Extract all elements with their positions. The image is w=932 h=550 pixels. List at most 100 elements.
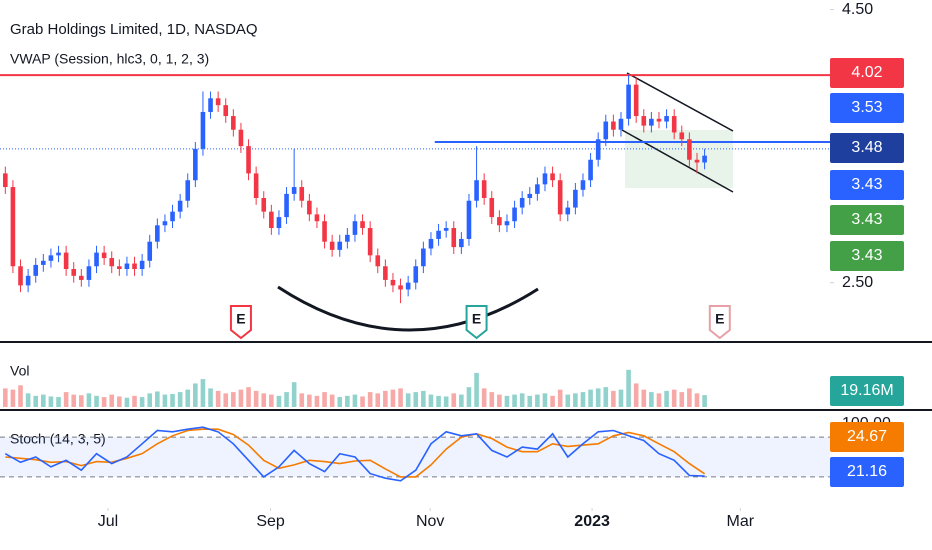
volume-bar [208, 388, 213, 407]
candle-body [649, 118, 654, 126]
candle-body [694, 159, 700, 163]
candle-body [367, 228, 373, 256]
volume-bar [679, 392, 685, 407]
candle-body [474, 180, 479, 201]
candle-body [25, 275, 31, 286]
volume-bar [504, 395, 510, 407]
volume-bar [322, 392, 327, 407]
volume-bar [459, 394, 464, 407]
candle-body [269, 211, 274, 229]
volume-bar [443, 396, 449, 407]
candle-body [33, 264, 39, 276]
volume-bar [481, 388, 487, 407]
volume-bar [291, 382, 297, 407]
volume-bar [618, 389, 624, 407]
candle-body [314, 214, 320, 222]
candle-body [337, 241, 343, 250]
candle-body [383, 266, 388, 280]
candle-body [63, 252, 69, 269]
candle-body [603, 121, 609, 140]
volume-bar [185, 389, 191, 407]
candle-body [481, 180, 487, 198]
volume-bar [48, 396, 54, 407]
candle-body [489, 197, 495, 218]
candle-body [124, 263, 130, 269]
volume-bar [527, 395, 533, 407]
earnings-label: E [236, 311, 245, 327]
candle-body [238, 129, 244, 147]
candle-body [671, 116, 677, 133]
price-label-bg [830, 170, 904, 200]
volume-bar [383, 390, 388, 407]
candle-body [276, 217, 282, 229]
volume-bar [231, 392, 236, 407]
price-label: 3.48 [851, 139, 882, 156]
volume-bar [223, 393, 229, 407]
volume-bar [101, 397, 107, 407]
candle-body [413, 266, 419, 283]
volume-bar [367, 392, 373, 407]
candle-body [299, 187, 305, 201]
y-tick-label: 2.50 [842, 274, 873, 291]
price-label: 3.43 [851, 176, 882, 193]
volume-bar [117, 396, 122, 407]
candle-body [291, 187, 297, 194]
price-label-bg [830, 93, 904, 123]
volume-bar [284, 392, 289, 407]
volume-bar [109, 394, 115, 407]
volume-bar [557, 389, 563, 407]
volume-bar [132, 395, 137, 407]
volume-bar [269, 394, 274, 407]
volume-bar [398, 388, 403, 407]
volume-bar [162, 394, 168, 407]
volume-bar [314, 395, 320, 407]
volume-bar [352, 394, 358, 407]
volume-bar [329, 394, 335, 407]
volume-bar [550, 395, 555, 407]
price-label-bg [830, 58, 904, 88]
volume-bar [177, 392, 183, 407]
candle-body [512, 207, 517, 222]
candle-body [246, 146, 251, 174]
candle-body [679, 132, 685, 140]
position-box [625, 130, 733, 188]
candle-body [41, 260, 46, 265]
candle-body [421, 248, 426, 267]
volume-bar [276, 395, 282, 407]
earnings-label: E [715, 311, 724, 327]
volume-bar [580, 392, 586, 407]
candle-body [177, 200, 183, 212]
price-label: 3.53 [851, 99, 882, 116]
volume-bar [633, 383, 639, 407]
candle-body [519, 197, 525, 208]
volume-bar [694, 393, 700, 407]
volume-bar [261, 393, 267, 407]
candle-body [48, 255, 54, 261]
volume-bar [656, 393, 662, 407]
price-label: 4.02 [851, 64, 882, 81]
volume-label: 19.16M [840, 382, 893, 399]
candle-body [231, 116, 236, 130]
volume-bar [215, 390, 221, 407]
candle-body [307, 200, 312, 215]
volume-bar [299, 393, 305, 407]
candle-body [352, 221, 358, 235]
stoch-label-bg [830, 422, 904, 452]
stoch-label: 21.16 [847, 463, 887, 480]
price-label-bg [830, 133, 904, 163]
price-label: 3.43 [851, 211, 882, 228]
x-tick-label: 2023 [574, 513, 610, 530]
candle-body [451, 228, 457, 248]
volume-bar [71, 394, 77, 407]
volume-bar [25, 393, 31, 407]
candle-body [398, 285, 403, 290]
earnings-badge [229, 305, 252, 340]
candle-body [542, 173, 548, 185]
volume-bar [649, 392, 654, 407]
candle-body [497, 217, 502, 226]
volume-bar [466, 387, 472, 407]
candle-body [345, 234, 350, 242]
candle-body [565, 207, 571, 215]
channel-bottom [621, 129, 734, 193]
